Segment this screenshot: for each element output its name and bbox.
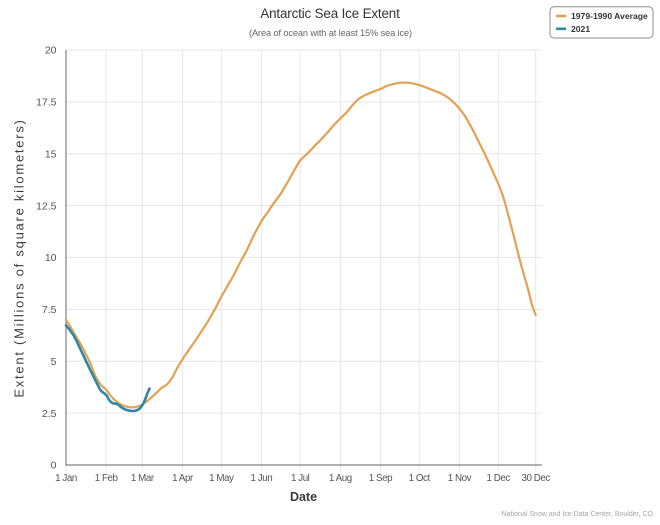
svg-text:30 Dec: 30 Dec bbox=[522, 473, 551, 484]
svg-text:National Snow and Ice Data Cen: National Snow and Ice Data Center, Bould… bbox=[502, 511, 654, 518]
svg-text:1 Nov: 1 Nov bbox=[448, 473, 472, 484]
svg-text:17.5: 17.5 bbox=[36, 97, 57, 109]
svg-text:2.5: 2.5 bbox=[42, 408, 57, 420]
svg-text:7.5: 7.5 bbox=[42, 304, 57, 316]
svg-text:1 Jun: 1 Jun bbox=[251, 473, 273, 484]
svg-text:(Area of ocean with at least 1: (Area of ocean with at least 15% sea ice… bbox=[249, 28, 412, 38]
svg-text:12.5: 12.5 bbox=[36, 200, 57, 212]
svg-text:1 May: 1 May bbox=[209, 473, 234, 484]
svg-text:20: 20 bbox=[45, 45, 57, 57]
svg-text:1 Sep: 1 Sep bbox=[369, 473, 393, 484]
svg-text:5: 5 bbox=[51, 356, 57, 368]
svg-text:Date: Date bbox=[290, 490, 317, 504]
svg-text:1979-1990 Average: 1979-1990 Average bbox=[571, 11, 648, 21]
svg-text:1 Jul: 1 Jul bbox=[291, 473, 310, 484]
svg-text:1 Mar: 1 Mar bbox=[131, 473, 155, 484]
svg-text:2021: 2021 bbox=[571, 24, 590, 34]
svg-text:1 Aug: 1 Aug bbox=[329, 473, 352, 484]
svg-text:1 Oct: 1 Oct bbox=[409, 473, 431, 484]
svg-text:Extent (Millions of square kil: Extent (Millions of square kilometers) bbox=[12, 118, 27, 397]
svg-text:0: 0 bbox=[51, 460, 57, 472]
svg-text:1 Feb: 1 Feb bbox=[95, 473, 119, 484]
svg-text:15: 15 bbox=[45, 148, 57, 160]
svg-text:Antarctic Sea Ice Extent: Antarctic Sea Ice Extent bbox=[260, 6, 400, 21]
svg-text:10: 10 bbox=[45, 252, 57, 264]
svg-text:1 Jan: 1 Jan bbox=[55, 473, 77, 484]
svg-text:1 Dec: 1 Dec bbox=[487, 473, 511, 484]
svg-text:1 Apr: 1 Apr bbox=[172, 473, 194, 484]
